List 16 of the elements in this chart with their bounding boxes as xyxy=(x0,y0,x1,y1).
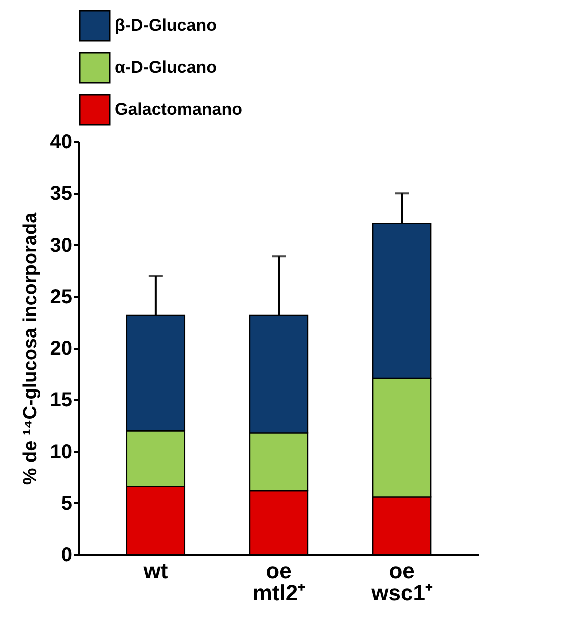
y-tick-label: 25 xyxy=(50,286,72,308)
y-tick-label: 0 xyxy=(61,544,72,566)
y-axis-title: % de ¹⁴C-glucosa incorporada xyxy=(20,212,42,486)
x-tick-label: oe wsc1⁺ xyxy=(370,558,434,606)
y-tick-label: 20 xyxy=(50,338,72,360)
y-tick-label: 15 xyxy=(50,390,72,412)
legend-label: Galactomanano xyxy=(115,100,243,119)
legend-label: α-D-Glucano xyxy=(115,58,218,77)
y-tick-label: 40 xyxy=(50,132,72,154)
y-tick-label: 5 xyxy=(61,492,72,515)
y-tick-label: 30 xyxy=(50,234,72,257)
y-tick-label: 35 xyxy=(50,183,72,206)
y-tick-label: 10 xyxy=(50,441,72,464)
x-tick-label: oe mtl2⁺ xyxy=(252,558,306,606)
x-tick-label: wt xyxy=(142,558,169,584)
legend-label: β-D-Glucano xyxy=(115,16,217,35)
